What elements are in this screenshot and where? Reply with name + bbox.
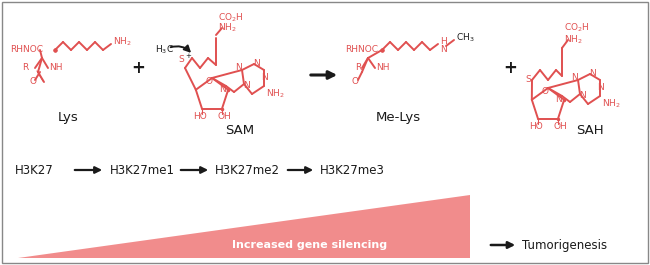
Text: HO: HO bbox=[193, 112, 207, 121]
Text: O: O bbox=[541, 87, 549, 96]
Text: Increased gene silencing: Increased gene silencing bbox=[233, 240, 387, 250]
Text: H: H bbox=[440, 38, 447, 46]
Text: NH: NH bbox=[49, 64, 62, 73]
Text: SAH: SAH bbox=[576, 123, 604, 136]
Text: OH: OH bbox=[217, 112, 231, 121]
Text: OH: OH bbox=[553, 122, 567, 131]
Text: +: + bbox=[503, 59, 517, 77]
Text: N: N bbox=[242, 82, 250, 91]
Text: N: N bbox=[253, 60, 259, 68]
Text: NH$_2$: NH$_2$ bbox=[602, 98, 621, 110]
Text: H3K27me2: H3K27me2 bbox=[215, 164, 280, 176]
Text: N: N bbox=[218, 85, 226, 94]
Text: CO$_2$H: CO$_2$H bbox=[564, 22, 590, 34]
Text: N: N bbox=[440, 46, 447, 55]
Text: N: N bbox=[589, 69, 595, 78]
Text: Lys: Lys bbox=[58, 112, 79, 125]
Text: R: R bbox=[22, 64, 28, 73]
Text: H3K27: H3K27 bbox=[15, 164, 54, 176]
Text: CO$_2$H: CO$_2$H bbox=[218, 12, 244, 24]
Text: +: + bbox=[131, 59, 145, 77]
Text: O: O bbox=[30, 77, 37, 86]
Text: RHNOC: RHNOC bbox=[10, 46, 43, 55]
Text: SAM: SAM bbox=[226, 123, 255, 136]
Text: NH$_2$: NH$_2$ bbox=[113, 36, 131, 48]
Text: O: O bbox=[352, 77, 359, 86]
Text: N: N bbox=[235, 64, 241, 73]
Text: CH$_3$: CH$_3$ bbox=[456, 32, 474, 44]
Text: Me-Lys: Me-Lys bbox=[376, 112, 421, 125]
Text: H3K27me3: H3K27me3 bbox=[320, 164, 385, 176]
Text: NH$_2$: NH$_2$ bbox=[564, 34, 582, 46]
Text: +: + bbox=[185, 53, 191, 59]
Text: HO: HO bbox=[529, 122, 543, 131]
Text: R: R bbox=[355, 64, 361, 73]
Text: N: N bbox=[554, 95, 562, 104]
Text: S: S bbox=[525, 76, 531, 85]
Text: NH$_2$: NH$_2$ bbox=[266, 88, 285, 100]
Text: N: N bbox=[597, 83, 603, 92]
Text: NH$_2$: NH$_2$ bbox=[218, 22, 237, 34]
Text: H3K27me1: H3K27me1 bbox=[110, 164, 175, 176]
Text: RHNOC: RHNOC bbox=[345, 46, 378, 55]
Text: Tumorigenesis: Tumorigenesis bbox=[522, 238, 607, 251]
Text: NH: NH bbox=[376, 64, 389, 73]
Text: O: O bbox=[205, 77, 213, 86]
Polygon shape bbox=[18, 195, 470, 258]
Text: S: S bbox=[178, 55, 184, 64]
Text: H$_3$C: H$_3$C bbox=[155, 44, 174, 56]
Text: N: N bbox=[571, 73, 577, 82]
Text: N: N bbox=[578, 91, 586, 100]
Text: N: N bbox=[261, 73, 267, 82]
